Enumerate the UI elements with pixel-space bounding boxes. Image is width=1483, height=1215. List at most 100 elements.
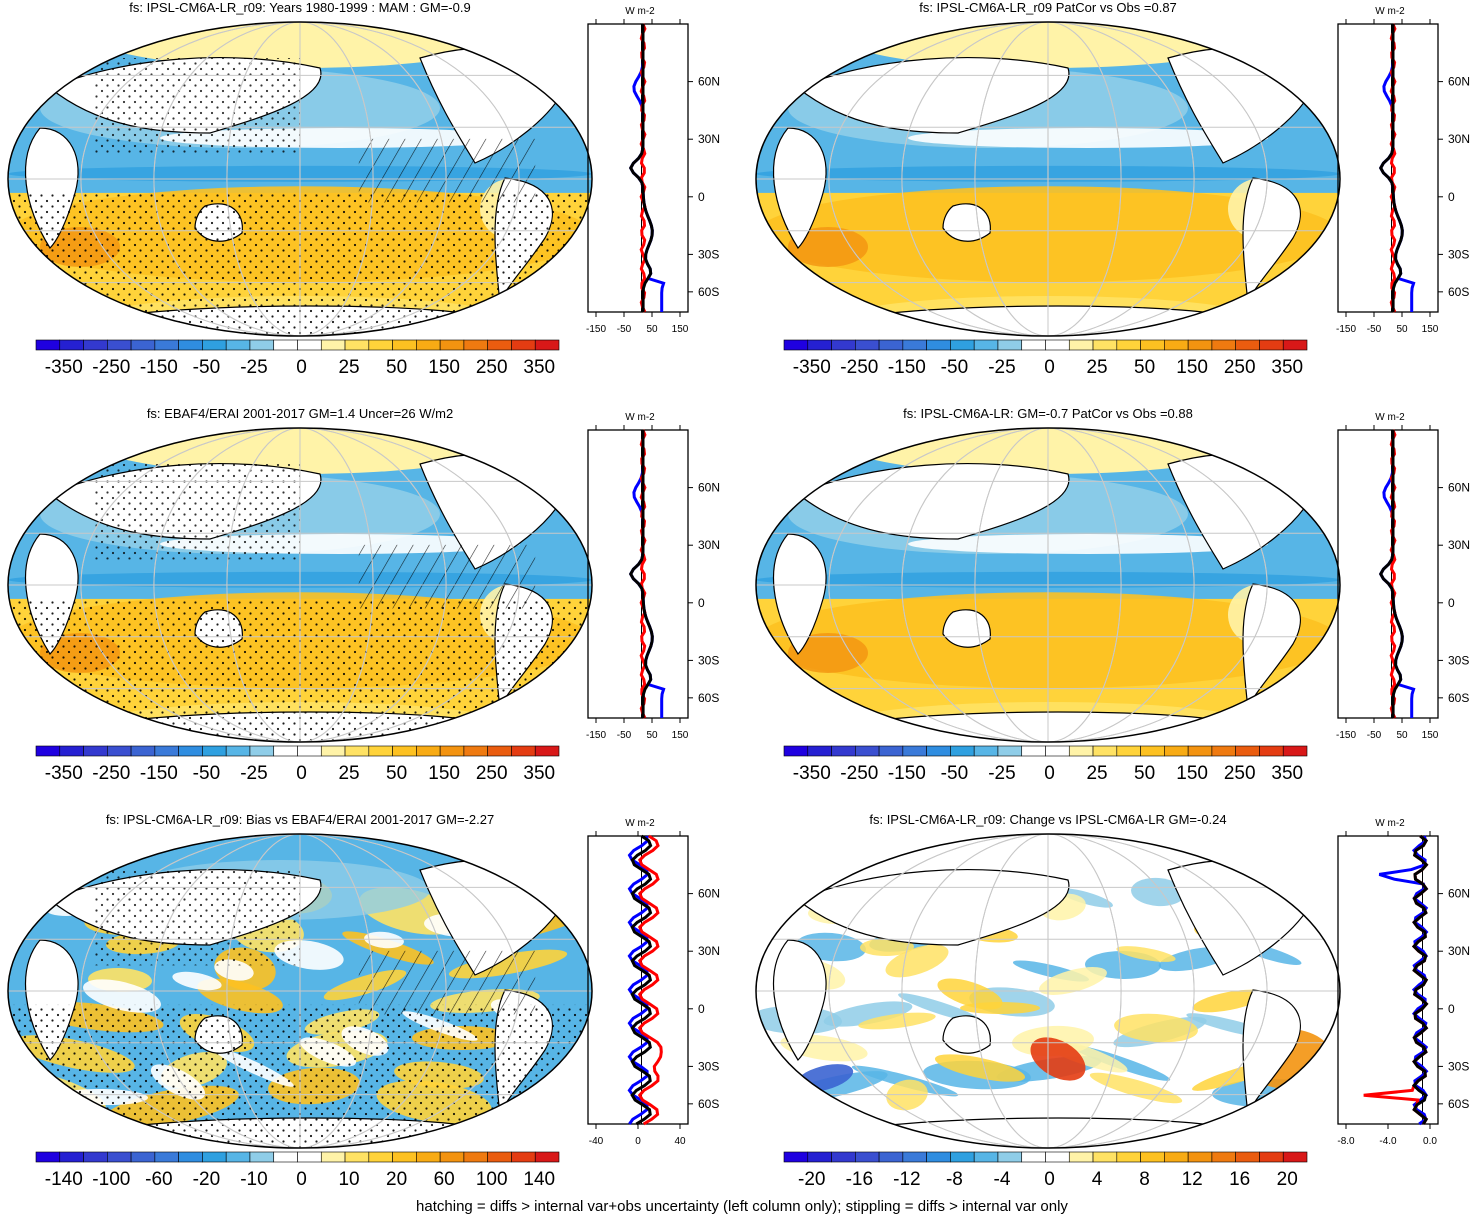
colorbar-cell xyxy=(1092,339,1118,351)
colorbar-tick-label: -350 xyxy=(793,357,831,378)
lat-label: 0 xyxy=(1448,596,1455,610)
colorbar-cell xyxy=(1068,339,1094,351)
colorbar-tick-label: 250 xyxy=(1224,763,1256,784)
lat-label: 0 xyxy=(1448,190,1455,204)
colorbar-cell xyxy=(950,339,975,351)
colorbar-cell xyxy=(1164,745,1189,757)
colorbar-cell xyxy=(368,1151,393,1163)
lat-label: 30N xyxy=(698,538,720,552)
colorbar-cell xyxy=(807,1151,832,1163)
footnote: hatching = diffs > internal var+obs unce… xyxy=(416,1198,1068,1215)
colorbar-tick-label: 8 xyxy=(1139,1169,1150,1190)
colorbar-cell xyxy=(35,339,61,351)
colorbar-tick-label: 50 xyxy=(1134,357,1155,378)
colorbar-cell xyxy=(225,745,251,757)
colorbar-cell xyxy=(1116,1151,1141,1163)
colorbar-tick-label: -4 xyxy=(994,1169,1011,1190)
zonal-line-black xyxy=(1378,24,1404,312)
colorbar-cell xyxy=(534,745,560,757)
colorbar-tick-label: 250 xyxy=(1224,357,1256,378)
map-field xyxy=(8,834,592,1148)
colorbar-cell xyxy=(416,745,441,757)
colorbar-cell xyxy=(511,339,536,351)
colorbar-cell xyxy=(463,1151,488,1163)
colorbar-cell xyxy=(807,339,832,351)
lat-label: 60S xyxy=(1448,1097,1469,1111)
map-field xyxy=(756,22,1340,336)
colorbar-tick-label: 250 xyxy=(476,357,508,378)
colorbar-cell xyxy=(855,1151,880,1163)
colorbar-cell xyxy=(273,745,298,757)
colorbar-cell xyxy=(902,1151,927,1163)
hatching xyxy=(358,138,536,203)
colorbar-cell xyxy=(878,745,904,757)
lat-label: 30S xyxy=(1448,247,1469,261)
colorbar-cell xyxy=(344,339,370,351)
lat-label: 60S xyxy=(698,285,719,299)
lat-label: 0 xyxy=(1448,1002,1455,1016)
colorbar-cell xyxy=(297,1151,322,1163)
zonal-line-black xyxy=(1411,834,1429,1125)
land-greenland xyxy=(552,839,579,876)
colorbar-cell xyxy=(416,1151,441,1163)
land-australia xyxy=(942,1015,991,1054)
colorbar-cell xyxy=(130,1151,156,1163)
lat-label: 30S xyxy=(1448,653,1469,667)
colorbar-tick-label: -8 xyxy=(946,1169,963,1190)
colorbar-tick-label: -250 xyxy=(92,357,130,378)
colorbar-cell xyxy=(831,339,856,351)
colorbar-cell xyxy=(1187,745,1213,757)
colorbar-cell xyxy=(320,1151,346,1163)
colorbar-cell xyxy=(1068,1151,1094,1163)
zonal-unit-label: W m-2 xyxy=(625,818,655,829)
graticule xyxy=(756,428,1340,742)
colorbar-tick-label: -50 xyxy=(941,763,968,784)
land-eurasia xyxy=(796,462,1070,540)
colorbar-cell xyxy=(511,1151,536,1163)
land-australia xyxy=(942,609,991,648)
colorbar-tick-label: -25 xyxy=(988,357,1015,378)
colorbar-cell xyxy=(1259,339,1284,351)
colorbar-cell xyxy=(831,745,856,757)
colorbar-tick-label: -350 xyxy=(45,357,83,378)
x-tick-label: 150 xyxy=(672,324,689,335)
colorbar-tick-label: -25 xyxy=(988,763,1015,784)
graticule xyxy=(8,428,592,742)
lat-label: 60N xyxy=(1448,481,1470,495)
lat-label: 0 xyxy=(698,190,705,204)
colorbar-cell xyxy=(1021,339,1046,351)
colorbar-cell xyxy=(249,1151,275,1163)
zonal-unit-label: W m-2 xyxy=(1375,412,1405,423)
colorbar-tick-label: 4 xyxy=(1092,1169,1103,1190)
colorbar-cell xyxy=(902,745,927,757)
colorbar-cell xyxy=(1164,339,1189,351)
colorbar-cell xyxy=(855,339,880,351)
x-tick-label: -150 xyxy=(586,324,606,335)
lat-label: 60S xyxy=(1448,691,1469,705)
land-greenland xyxy=(1300,27,1327,64)
map-border xyxy=(755,427,1341,743)
land-australia xyxy=(942,203,991,242)
zonal-line-black xyxy=(628,430,654,718)
land-africa xyxy=(772,533,827,655)
colorbar-cell xyxy=(1211,1151,1236,1163)
zonal-line-black xyxy=(628,24,654,312)
x-tick-label: -50 xyxy=(1367,730,1382,741)
colorbar-cell xyxy=(35,1151,61,1163)
colorbar-cell xyxy=(1187,339,1213,351)
land-greenland xyxy=(1300,839,1327,876)
colorbar-tick-label: 350 xyxy=(1271,763,1303,784)
land-africa xyxy=(772,127,827,249)
colorbar-tick-label: -25 xyxy=(240,763,267,784)
land-south-america xyxy=(1242,583,1301,710)
colorbar-cell xyxy=(878,1151,904,1163)
panel-title: fs: EBAF4/ERAI 2001-2017 GM=1.4 Uncer=26… xyxy=(147,406,453,421)
colorbar-cell xyxy=(1211,339,1236,351)
colorbar-cell xyxy=(855,745,880,757)
colorbar-tick-label: 25 xyxy=(1086,357,1107,378)
lat-label: 30N xyxy=(1448,944,1470,958)
colorbar-tick-label: -12 xyxy=(893,1169,920,1190)
colorbar-tick-label: 350 xyxy=(523,763,555,784)
colorbar-cell xyxy=(59,745,84,757)
